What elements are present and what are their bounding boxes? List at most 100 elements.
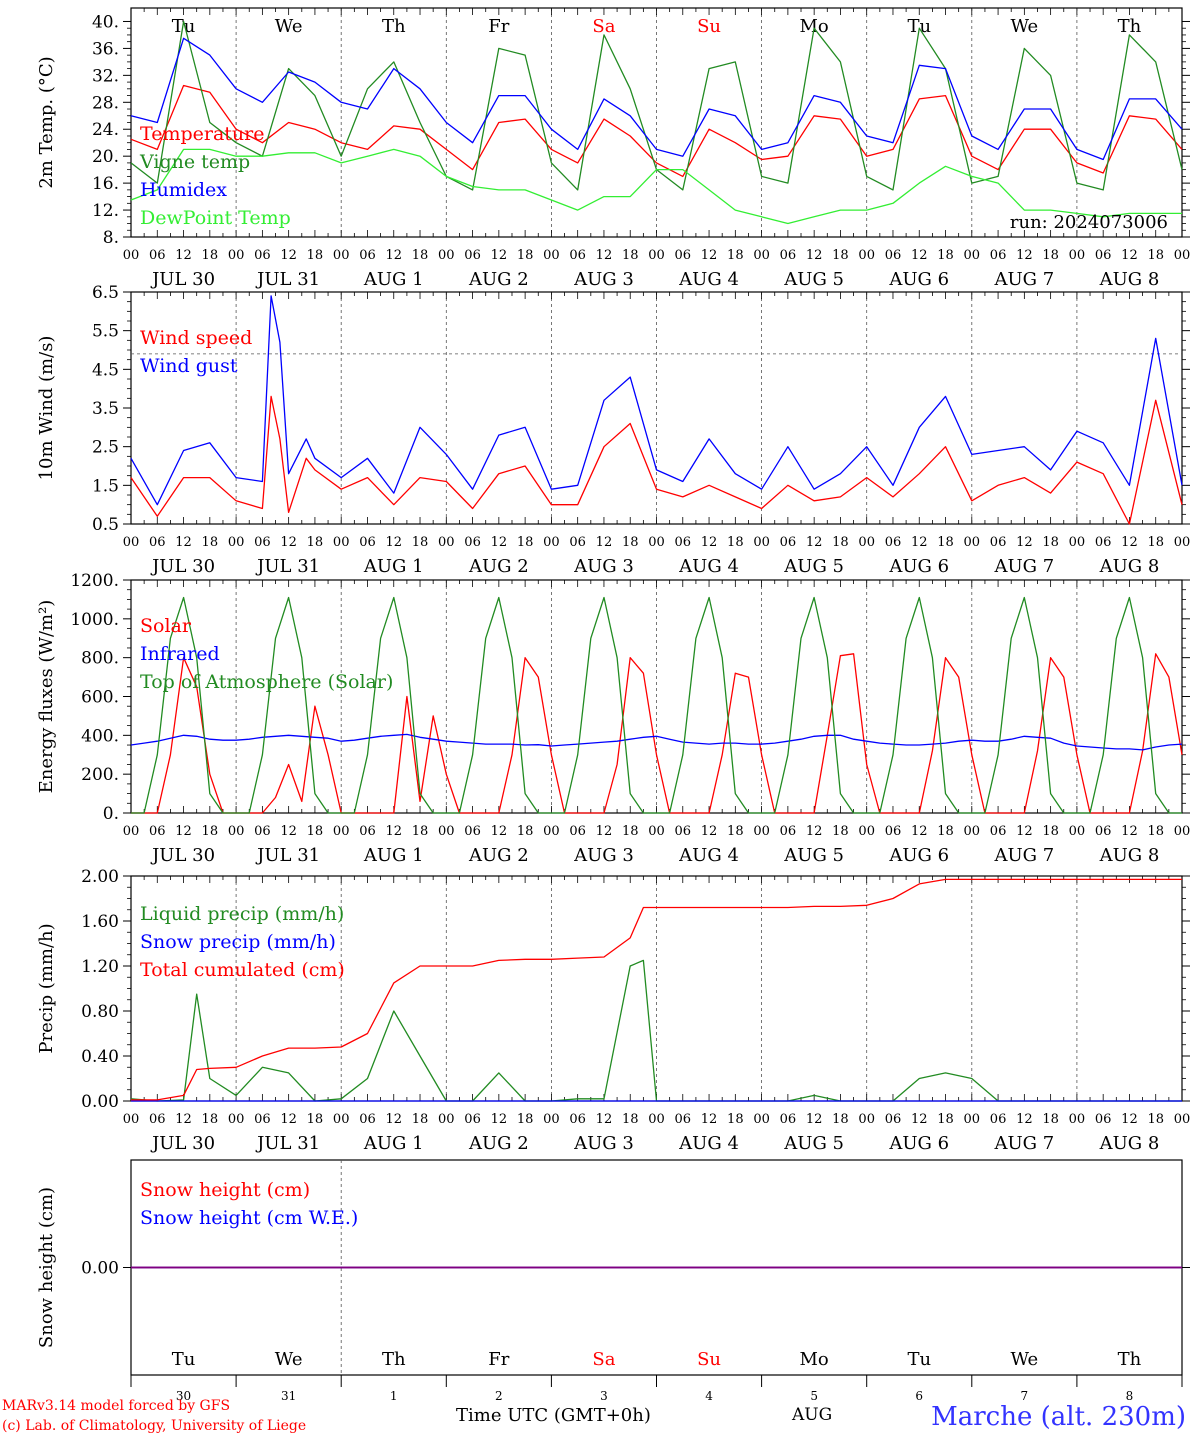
hour-tick-label: 12 [280,248,297,263]
date-label: AUG 2 [468,1133,529,1154]
weekday-label: Th [382,16,406,37]
hour-tick-label: 12 [175,824,192,839]
hour-tick-label: 06 [1095,535,1112,550]
y-tick-label: 0. [103,804,119,824]
hour-tick-label: 06 [464,248,481,263]
hour-tick-label: 00 [333,824,350,839]
hour-tick-label: 06 [885,248,902,263]
y-tick-label: 4.5 [92,360,119,380]
weekday-label: We [275,16,303,37]
date-label: AUG 7 [993,845,1054,866]
weekday-label: Mo [800,1349,829,1370]
hour-tick-label: 06 [675,1112,692,1127]
hour-tick-label: 06 [569,1112,586,1127]
y-tick-label: 2.00 [81,867,119,887]
hour-tick-label: 18 [832,824,849,839]
hour-tick-label: 06 [149,1112,166,1127]
y-axis-title: Snow height (cm) [36,1187,57,1348]
hour-tick-label: 06 [990,248,1007,263]
hour-tick-label: 18 [622,248,639,263]
hour-tick-label: 18 [307,1112,324,1127]
weekday-label: We [1011,16,1039,37]
hour-tick-label: 06 [254,824,271,839]
series-line-humidex [130,37,1183,161]
weekday-label: Tu [907,16,931,37]
date-label: AUG 6 [888,556,949,577]
date-label: AUG 4 [678,1133,739,1154]
hour-tick-label: 00 [333,1112,350,1127]
hour-tick-label: 06 [254,535,271,550]
hour-tick-label: 18 [307,535,324,550]
series-line-infrared [130,733,1183,751]
series-line-solar [131,653,1183,814]
hour-tick-label: 06 [149,535,166,550]
hour-tick-label: 00 [1069,1112,1086,1127]
legend-entry: Solar [140,615,192,637]
y-tick-label: 600. [81,688,119,708]
hour-tick-label: 18 [412,1112,429,1127]
hour-tick-label: 12 [806,535,823,550]
hour-tick-label: 06 [359,248,376,263]
hour-tick-label: 12 [1016,535,1033,550]
date-label: JUL 30 [150,1133,215,1154]
hour-tick-label: 00 [1069,248,1086,263]
date-label: AUG 4 [678,845,739,866]
y-tick-label: 3.5 [92,399,119,419]
hour-tick-label: 12 [491,1112,508,1127]
hour-tick-label: 00 [1174,248,1191,263]
hour-tick-label: 18 [1042,248,1059,263]
date-label: AUG 6 [888,1133,949,1154]
date-label: AUG 3 [573,269,634,290]
hour-tick-label: 00 [753,535,770,550]
y-tick-label: 800. [81,649,119,669]
date-label: JUL 31 [255,1133,320,1154]
hour-tick-label: 12 [385,824,402,839]
date-label: JUL 30 [150,845,215,866]
hour-tick-label: 00 [1174,535,1191,550]
hour-tick-label: 00 [228,248,245,263]
day-number-label: 31 [281,1389,296,1403]
date-label: JUL 31 [255,845,320,866]
series-line-dewpoint-temp [130,148,1182,225]
series-line-top-of-atmosphere-solar- [131,596,1182,814]
day-number-label: 3 [600,1389,608,1403]
hour-tick-label: 00 [333,535,350,550]
weekday-label: Mo [800,16,829,37]
hour-tick-label: 12 [280,824,297,839]
legend-entry: Snow height (cm) [140,1179,310,1201]
legend-entry: Top of Atmosphere (Solar) [140,671,393,693]
hour-tick-label: 18 [727,1112,744,1127]
weekday-label: Th [1118,16,1142,37]
hour-tick-label: 12 [911,535,928,550]
hour-tick-label: 00 [123,1112,140,1127]
hour-tick-label: 00 [648,1112,665,1127]
hour-tick-label: 12 [491,535,508,550]
hour-tick-label: 00 [228,1112,245,1127]
y-tick-label: 1.60 [81,912,119,932]
weekday-label: We [275,1349,303,1370]
date-label: AUG 1 [363,1133,424,1154]
hour-tick-label: 18 [727,248,744,263]
hour-tick-label: 12 [385,535,402,550]
day-number-label: 7 [1021,1389,1029,1403]
hour-tick-label: 12 [701,824,718,839]
hour-tick-label: 18 [517,248,534,263]
weekday-label: Su [697,16,721,37]
hour-tick-label: 00 [123,824,140,839]
run-label: run: 2024073006 [1010,212,1168,233]
weekday-label: Fr [488,16,509,37]
date-label: AUG 2 [468,556,529,577]
hour-tick-label: 12 [1016,824,1033,839]
hour-tick-label: 12 [596,248,613,263]
y-tick-label: 0.00 [81,1092,119,1112]
time-axis-label: Time UTC (GMT+0h) [456,1405,651,1426]
hour-tick-label: 06 [1095,248,1112,263]
hour-tick-label: 06 [1095,1112,1112,1127]
y-tick-label: 1.5 [92,476,119,496]
hour-tick-label: 12 [1016,1112,1033,1127]
hour-tick-label: 06 [885,1112,902,1127]
hour-tick-label: 06 [990,535,1007,550]
legend-entry: Liquid precip (mm/h) [140,903,344,925]
hour-tick-label: 06 [569,824,586,839]
